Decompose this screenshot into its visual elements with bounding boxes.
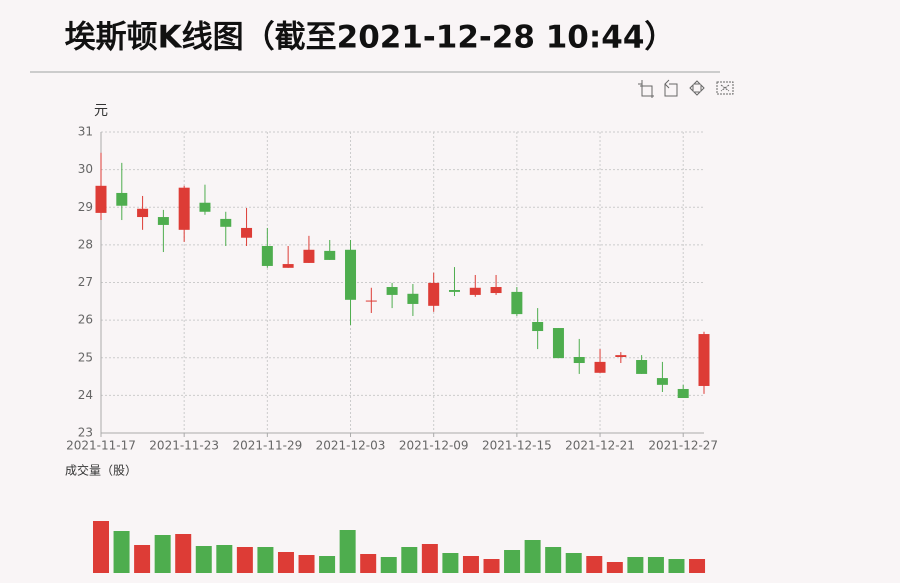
- volume-bar: [462, 556, 479, 573]
- volume-bar: [257, 547, 274, 573]
- volume-label: 成交量（股）: [65, 463, 137, 478]
- candle-body: [95, 185, 107, 213]
- move-icon[interactable]: [689, 80, 705, 96]
- zoom-icon[interactable]: [638, 80, 654, 98]
- candle-body: [656, 378, 668, 385]
- volume-bar: [442, 553, 459, 573]
- volume-bar: [524, 540, 541, 573]
- x-tick-label: 2021-11-17: [66, 439, 136, 453]
- y-tick-label: 28: [78, 237, 93, 251]
- candle-body: [407, 293, 419, 304]
- candle-body: [241, 227, 253, 238]
- volume-bar: [93, 521, 109, 573]
- candle-body: [199, 202, 211, 212]
- volume-bar: [483, 559, 500, 573]
- y-tick-label: 31: [78, 125, 93, 139]
- candle-body: [594, 361, 606, 373]
- x-tick-label: 2021-11-23: [149, 439, 219, 453]
- candle-body: [511, 291, 523, 315]
- volume-bar: [360, 554, 377, 573]
- chart-title: 埃斯顿K线图（截至2021-12-28 10:44）: [65, 20, 676, 56]
- candle-body: [261, 246, 273, 266]
- y-tick-label: 25: [78, 350, 93, 364]
- volume-bar: [545, 547, 562, 573]
- candle-body: [303, 249, 315, 263]
- y-tick-label: 30: [78, 162, 93, 176]
- volume-bar: [277, 552, 294, 573]
- volume-bar: [339, 530, 356, 573]
- volume-bar: [154, 535, 171, 573]
- volume-bar: [565, 553, 582, 573]
- y-tick-label: 29: [78, 200, 93, 214]
- volume-bar: [175, 534, 192, 573]
- candle-body: [573, 356, 585, 364]
- volume-bar: [586, 556, 603, 573]
- volume-bar: [380, 557, 397, 573]
- x-tick-label: 2021-12-15: [482, 439, 552, 453]
- candle-body: [552, 328, 564, 359]
- candle-body: [428, 282, 440, 306]
- volume-bar: [236, 547, 253, 573]
- y-tick-label: 27: [78, 275, 93, 289]
- volume-bar: [401, 547, 418, 573]
- y-tick-label: 26: [78, 313, 93, 327]
- candle-body: [448, 290, 460, 292]
- volume-bar: [647, 557, 664, 573]
- candle-body: [698, 334, 710, 386]
- candle-body: [490, 287, 502, 294]
- volume-bar: [298, 555, 315, 573]
- candle-body: [386, 287, 398, 295]
- candle-body: [137, 208, 149, 218]
- y-tick-label: 23: [78, 426, 93, 440]
- volume-bar: [216, 545, 233, 573]
- x-tick-label: 2021-12-27: [648, 439, 718, 453]
- candle-body: [157, 217, 169, 225]
- x-tick-label: 2021-12-09: [399, 439, 469, 453]
- candle-body: [178, 187, 190, 230]
- x-tick-label: 2021-12-21: [565, 439, 635, 453]
- volume-bar: [134, 545, 151, 573]
- candle-body: [677, 388, 689, 399]
- candle-body: [636, 360, 648, 374]
- y-axis-unit: 元: [94, 103, 108, 119]
- volume-bar: [504, 550, 521, 573]
- candle-body: [220, 218, 232, 227]
- save-icon[interactable]: [716, 81, 734, 95]
- volume-bar: [627, 557, 644, 573]
- candle-body: [532, 322, 544, 332]
- volume-bar: [319, 556, 336, 573]
- candle-body: [345, 249, 357, 300]
- candle-body: [282, 264, 294, 268]
- volume-bar: [668, 559, 685, 573]
- volume-bar: [689, 559, 706, 573]
- volume-bar: [421, 544, 438, 573]
- toolbox: [638, 79, 734, 98]
- x-tick-label: 2021-12-03: [316, 439, 386, 453]
- volume-bar: [606, 562, 623, 573]
- candle-body: [469, 287, 481, 295]
- candle-body: [116, 192, 128, 206]
- volume-bar: [195, 546, 212, 573]
- candle-body: [615, 355, 627, 357]
- restore-icon[interactable]: [664, 79, 678, 97]
- x-tick-label: 2021-11-29: [232, 439, 302, 453]
- candle-body: [365, 300, 377, 302]
- candle-body: [324, 250, 336, 260]
- y-tick-label: 24: [78, 388, 93, 402]
- volume-bar: [113, 531, 130, 573]
